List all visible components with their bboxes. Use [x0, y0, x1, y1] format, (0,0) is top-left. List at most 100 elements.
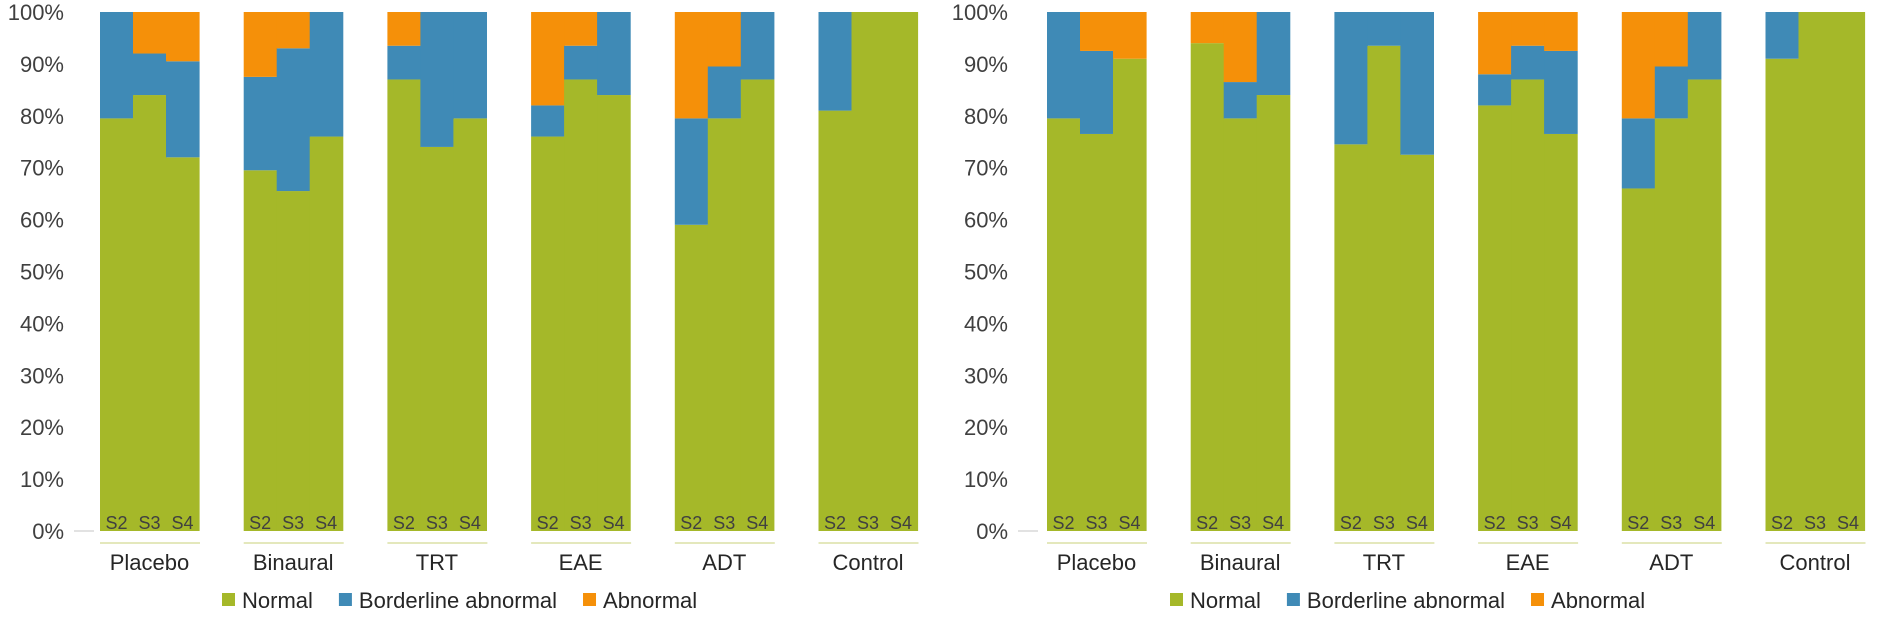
legend-swatch	[583, 593, 597, 606]
session-label: S2	[1196, 513, 1218, 533]
bar-segment-normal	[1256, 95, 1291, 531]
chart-panel-right: 0% 10% 20% 30% 40% 50% 60% 70% 80% 90% 100% S2 S3 S4 P…	[952, 0, 1866, 613]
session-label: S4	[890, 513, 912, 533]
y-tick-label: 70%	[964, 156, 1008, 181]
x-category-label: EAE	[1506, 550, 1550, 575]
bar-segment-normal	[1223, 118, 1258, 532]
session-label: S3	[1085, 513, 1107, 533]
bar-segment-borderline-abnormal	[1367, 12, 1401, 46]
bar-segment-normal	[1621, 188, 1656, 531]
bar-segment-abnormal	[1654, 12, 1689, 67]
y-tick-label: 80%	[20, 104, 64, 129]
x-category-label: ADT	[702, 550, 746, 575]
bar-segment-abnormal	[707, 12, 742, 67]
y-tick-label: 20%	[964, 415, 1008, 440]
bar-segment-borderline-abnormal	[1621, 118, 1656, 189]
bar-segment-normal	[387, 79, 421, 531]
bar-segment-borderline-abnormal	[1687, 12, 1722, 80]
bar-segment-normal	[276, 191, 311, 531]
bar-segment-borderline-abnormal	[276, 48, 311, 192]
x-category-label: ADT	[1649, 550, 1693, 575]
y-tick-label: 20%	[20, 415, 64, 440]
bar-segment-borderline-abnormal	[1256, 12, 1291, 96]
bar-segment-abnormal	[1511, 12, 1545, 46]
bar-segment-normal	[166, 157, 200, 531]
x-category-label: TRT	[416, 550, 458, 575]
legend-swatch	[222, 593, 235, 606]
bar-segment-abnormal	[166, 12, 200, 62]
bar-segment-borderline-abnormal	[1654, 66, 1689, 119]
session-label: S3	[138, 513, 160, 533]
bar-segment-borderline-abnormal	[453, 12, 487, 119]
bar-segment-abnormal	[1080, 12, 1114, 51]
bar-segment-normal	[1831, 12, 1866, 531]
session-label: S2	[1052, 513, 1074, 533]
x-category-label: Placebo	[1057, 550, 1137, 575]
session-label: S4	[746, 513, 768, 533]
bar-segment-borderline-abnormal	[1511, 45, 1545, 80]
bar-segment-normal	[597, 95, 631, 531]
bar-segment-borderline-abnormal	[564, 45, 598, 80]
bar-segment-normal	[1080, 133, 1114, 531]
bar-segment-normal	[309, 136, 344, 531]
bar-segment-normal	[1334, 144, 1368, 531]
x-category-label: Placebo	[110, 550, 190, 575]
bar-segment-normal	[133, 95, 167, 531]
bar-segment-borderline-abnormal	[1478, 74, 1512, 106]
bar-segment-borderline-abnormal	[387, 45, 421, 80]
bar-segment-abnormal	[387, 12, 421, 46]
bar-segment-abnormal	[564, 12, 598, 46]
bar-segment-borderline-abnormal	[420, 12, 454, 147]
x-category-label: Binaural	[253, 550, 334, 575]
bar-segment-normal	[818, 110, 853, 532]
y-tick-label: 50%	[20, 260, 64, 285]
y-tick-label: 10%	[20, 467, 64, 492]
session-label: S3	[1229, 513, 1251, 533]
legend-label: Normal	[242, 588, 313, 613]
x-category-label: TRT	[1363, 550, 1405, 575]
session-label: S2	[824, 513, 846, 533]
bar-segment-borderline-abnormal	[1334, 12, 1368, 145]
session-label: S3	[857, 513, 879, 533]
y-tick-label: 10%	[964, 467, 1008, 492]
session-label: S4	[1262, 513, 1284, 533]
legend-swatch	[1531, 593, 1545, 606]
y-tick-label: 60%	[20, 208, 64, 233]
legend-label: Abnormal	[1551, 588, 1645, 613]
bar-segment-borderline-abnormal	[166, 61, 200, 158]
bar-segment-normal	[531, 136, 565, 531]
legend-label: Normal	[1190, 588, 1261, 613]
y-tick-label: 0%	[976, 519, 1008, 544]
bar-segment-normal	[1765, 58, 1800, 532]
legend-swatch	[1286, 593, 1300, 606]
y-tick-label: 0%	[32, 519, 64, 544]
session-label: S4	[1837, 513, 1859, 533]
y-tick-label: 30%	[964, 363, 1008, 388]
session-label: S4	[1693, 513, 1715, 533]
bar-segment-normal	[1544, 133, 1578, 531]
bar-segment-borderline-abnormal	[243, 76, 278, 171]
x-category-label: Binaural	[1200, 550, 1281, 575]
session-label: S4	[171, 513, 193, 533]
bar-segment-normal	[884, 12, 919, 531]
bar-segment-borderline-abnormal	[707, 66, 742, 119]
bar-segment-borderline-abnormal	[1080, 50, 1114, 134]
session-label: S2	[1340, 513, 1362, 533]
bar-segment-borderline-abnormal	[818, 12, 853, 111]
session-label: S3	[282, 513, 304, 533]
bar-segment-abnormal	[1113, 12, 1147, 59]
session-label: S2	[1484, 513, 1506, 533]
legend-label: Borderline abnormal	[359, 588, 557, 613]
x-category-label: Control	[833, 550, 904, 575]
bar-segment-normal	[564, 79, 598, 531]
bar-segment-normal	[1478, 105, 1512, 532]
bar-segment-normal	[1798, 12, 1833, 531]
session-label: S3	[1517, 513, 1539, 533]
y-tick-label: 30%	[20, 363, 64, 388]
bar-segment-abnormal	[1544, 12, 1578, 51]
legend-swatch	[1170, 593, 1183, 606]
session-label: S2	[393, 513, 415, 533]
bar-segment-borderline-abnormal	[133, 53, 167, 96]
bar-segment-borderline-abnormal	[740, 12, 775, 80]
session-label: S4	[1550, 513, 1572, 533]
